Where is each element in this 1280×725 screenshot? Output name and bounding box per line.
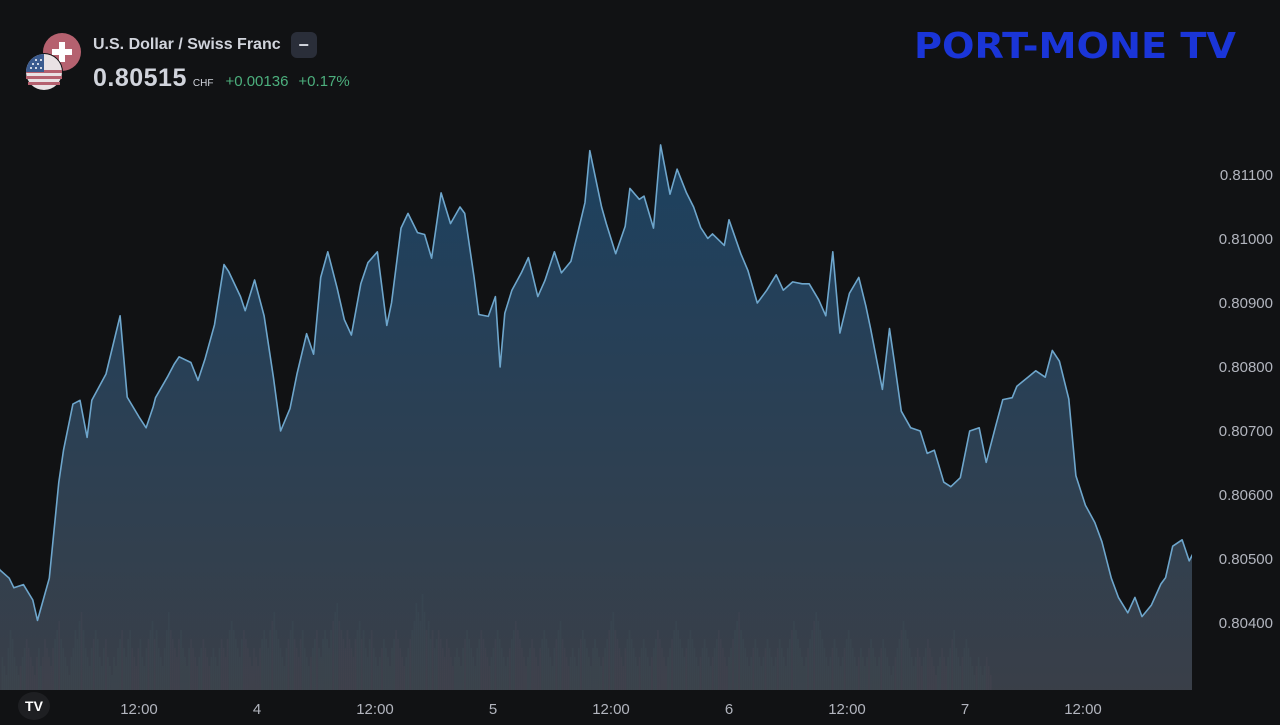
x-tick-label: 6 <box>725 701 733 718</box>
last-price: 0.80515 <box>93 64 187 92</box>
tradingview-logo-icon[interactable]: TV <box>18 692 50 720</box>
price-line <box>0 144 1192 622</box>
y-tick-label: 0.80900 <box>1219 295 1273 312</box>
x-tick-label: 12:00 <box>1064 701 1102 718</box>
y-axis: 0.81100 0.81000 0.80900 0.80800 0.80700 0.806… <box>1219 167 1273 632</box>
x-tick-label: 12:00 <box>828 701 866 718</box>
price-change-percent: +0.17% <box>298 73 350 90</box>
y-tick-label: 0.81000 <box>1219 231 1273 248</box>
y-tick-label: 0.80500 <box>1219 551 1273 568</box>
x-tick-label: 7 <box>961 701 969 718</box>
y-tick-label: 0.80700 <box>1219 423 1273 440</box>
currency-pair-flags-icon <box>24 32 84 92</box>
x-tick-label: 12:00 <box>120 701 158 718</box>
price-change-absolute: +0.00136 <box>225 73 289 90</box>
symbol-name[interactable]: U.S. Dollar / Swiss Franc <box>93 36 281 53</box>
price-currency: CHF <box>192 78 214 89</box>
y-tick-label: 0.81100 <box>1220 167 1273 184</box>
y-tick-label: 0.80400 <box>1219 615 1273 632</box>
brand-logo-text: PORT-MONE TV <box>914 26 1236 67</box>
x-tick-label: 5 <box>489 701 497 718</box>
x-tick-label: 12:00 <box>592 701 630 718</box>
price-area-fill <box>0 144 1192 690</box>
symbol-header: U.S. Dollar / Swiss Franc − 0.80515 CHF … <box>24 28 544 98</box>
x-tick-label: 4 <box>253 701 261 718</box>
x-axis: 12:00 4 12:00 5 12:00 6 12:00 7 12:00 <box>120 701 1102 718</box>
y-tick-label: 0.80600 <box>1219 487 1273 504</box>
brand-logo: PORT-MONE TV <box>912 20 1242 68</box>
x-tick-label: 12:00 <box>356 701 394 718</box>
y-tick-label: 0.80800 <box>1219 359 1273 376</box>
collapse-button[interactable]: − <box>290 32 317 58</box>
